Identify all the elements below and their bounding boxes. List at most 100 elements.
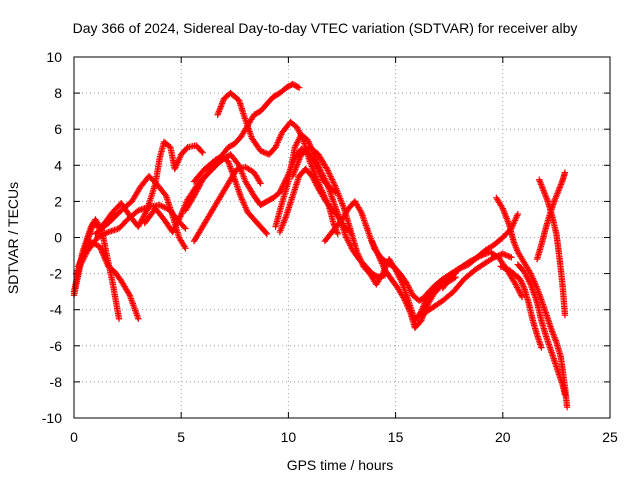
data-point-plus xyxy=(135,315,142,322)
data-point-plus xyxy=(257,180,264,187)
data-point-plus xyxy=(96,243,103,250)
data-point-plus xyxy=(325,168,332,176)
data-point-plus xyxy=(518,280,526,287)
data-point-plus xyxy=(476,253,484,260)
data-point-plus xyxy=(258,148,266,155)
series-track-17 xyxy=(418,250,515,319)
data-point-plus xyxy=(518,278,525,286)
data-point-plus xyxy=(175,216,183,223)
data-point-plus xyxy=(262,229,270,236)
y-tick-label: 8 xyxy=(54,85,62,101)
data-point-plus xyxy=(125,290,133,298)
data-point-plus xyxy=(276,189,284,196)
data-point-plus xyxy=(115,315,123,322)
series-track-5 xyxy=(92,172,189,252)
data-point-plus xyxy=(260,148,267,156)
data-point-plus xyxy=(97,244,104,252)
data-point-plus xyxy=(99,250,107,258)
data-point-plus xyxy=(502,251,509,259)
data-point-plus xyxy=(503,252,511,259)
series-track-8 xyxy=(214,89,341,238)
data-point-plus xyxy=(176,214,183,222)
data-point-plus xyxy=(498,263,506,271)
series-track-21 xyxy=(497,263,545,351)
data-point-plus xyxy=(499,250,506,257)
data-point-plus xyxy=(481,251,488,258)
data-point-plus xyxy=(181,223,188,231)
y-tick-label: 4 xyxy=(54,157,62,173)
data-point-plus xyxy=(501,264,509,272)
series-track-10 xyxy=(190,163,264,245)
data-point-plus xyxy=(178,210,185,217)
data-point-plus xyxy=(331,182,339,189)
series-track-4 xyxy=(75,237,142,322)
data-point-plus xyxy=(519,281,527,289)
data-point-plus xyxy=(97,246,105,253)
data-point-plus xyxy=(177,211,185,219)
data-point-plus xyxy=(182,225,189,232)
x-axis-label: GPS time / hours xyxy=(287,457,394,473)
series-track-20 xyxy=(514,261,569,398)
data-point-plus xyxy=(327,173,334,180)
data-point-plus xyxy=(518,293,526,301)
data-point-plus xyxy=(199,149,206,156)
series-track-12 xyxy=(272,131,389,281)
data-point-plus xyxy=(479,251,486,259)
data-point-plus xyxy=(330,180,338,188)
data-point-plus xyxy=(103,260,111,267)
data-point-plus xyxy=(506,253,514,260)
x-tick-label: 20 xyxy=(495,429,511,445)
y-axis-label: SDTVAR / TECUs xyxy=(5,182,21,294)
y-tick-label: -10 xyxy=(42,410,62,426)
data-point-plus xyxy=(257,147,264,155)
data-point-plus xyxy=(561,311,569,319)
data-point-plus xyxy=(500,264,507,271)
data-point-plus xyxy=(177,213,184,220)
x-tick-label: 5 xyxy=(177,429,185,445)
y-tick-label: -2 xyxy=(50,266,63,282)
data-point-plus xyxy=(503,265,510,272)
y-tick-label: -8 xyxy=(50,374,63,390)
data-point-plus xyxy=(324,167,331,174)
data-point-plus xyxy=(497,263,504,270)
data-point-plus xyxy=(561,391,569,398)
data-point-plus xyxy=(261,149,269,156)
series-track-23 xyxy=(533,169,569,263)
data-point-plus xyxy=(325,170,333,177)
data-point-plus xyxy=(328,176,336,183)
data-point-plus xyxy=(508,254,515,261)
data-point-plus xyxy=(101,254,108,261)
data-point-plus xyxy=(516,275,524,283)
y-tick-label: 2 xyxy=(54,193,62,209)
x-tick-label: 10 xyxy=(281,429,297,445)
data-point-plus xyxy=(561,169,569,176)
y-tick-label: -6 xyxy=(50,338,63,354)
data-point-plus xyxy=(101,255,109,262)
data-point-plus xyxy=(103,229,110,237)
data-point-plus xyxy=(328,174,335,182)
data-point-plus xyxy=(538,344,545,351)
data-point-plus xyxy=(182,245,189,252)
data-point-plus xyxy=(563,403,571,411)
data-point-plus xyxy=(100,252,107,259)
data-point-plus xyxy=(520,283,527,290)
y-tick-label: 0 xyxy=(54,230,62,246)
data-point-plus xyxy=(505,252,512,260)
y-tick-label: 10 xyxy=(46,49,62,65)
data-points xyxy=(70,80,571,411)
data-point-plus xyxy=(277,187,284,195)
x-tick-label: 15 xyxy=(388,429,404,445)
data-point-plus xyxy=(323,165,331,173)
data-point-plus xyxy=(98,247,105,255)
data-point-plus xyxy=(501,251,508,258)
data-point-plus xyxy=(179,208,186,216)
data-point-plus xyxy=(326,171,334,179)
data-point-plus xyxy=(514,210,522,218)
data-point-plus xyxy=(295,84,303,91)
chart-title: Day 366 of 2024, Sidereal Day-to-day VTE… xyxy=(73,20,578,36)
plot-frame xyxy=(73,56,611,419)
data-point-plus xyxy=(198,148,205,155)
data-point-plus xyxy=(294,83,302,91)
y-tick-label: -4 xyxy=(50,302,63,318)
